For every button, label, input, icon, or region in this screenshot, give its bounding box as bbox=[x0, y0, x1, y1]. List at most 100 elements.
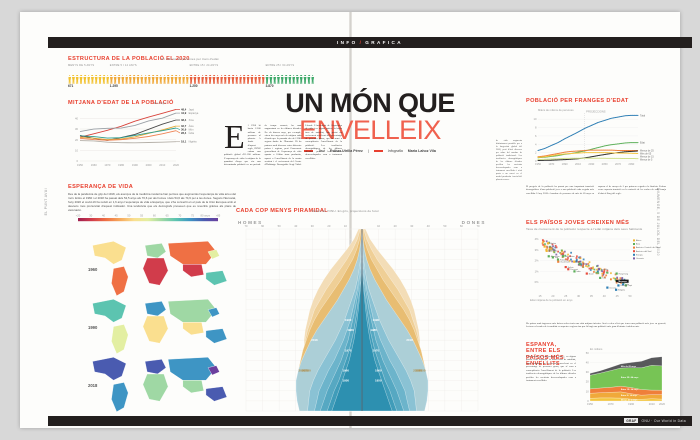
map-region bbox=[167, 357, 217, 381]
svg-text:1990: 1990 bbox=[132, 163, 138, 167]
map-region bbox=[182, 264, 205, 278]
map-region bbox=[111, 324, 129, 355]
svg-text:1950: 1950 bbox=[77, 163, 83, 167]
infographic-page: INFO / GRAFICA GRAF ONU · Our World in D… bbox=[20, 12, 692, 430]
spain-area-label: Entre 5 i 14 anys bbox=[621, 394, 638, 397]
scatter-legend-item: Àfrica bbox=[636, 239, 642, 242]
pyramid-year-label: 2050 bbox=[419, 369, 426, 373]
pictogram-figure bbox=[224, 75, 227, 85]
panel-population-pyramid: CADA COP MENYS PIRAMIDAL Dades de l'ONU.… bbox=[236, 208, 488, 430]
pictogram-figure bbox=[129, 75, 132, 85]
median-age-chart: 0 10 20 30 40 1950 1960 1970 1980 1990 2000 2010 202… bbox=[75, 107, 199, 167]
spain-title-line1: ESPANYA, ENTRE ELS bbox=[526, 342, 561, 355]
scatter-point bbox=[615, 288, 618, 291]
map-region bbox=[144, 301, 167, 317]
svg-text:4%: 4% bbox=[535, 237, 539, 241]
svg-text:60: 60 bbox=[261, 224, 264, 228]
svg-text:Espanya: Espanya bbox=[189, 112, 199, 115]
spain-body: L'increment de l'esperança de vida i, en… bbox=[526, 355, 576, 383]
pictogram-figure bbox=[125, 75, 128, 85]
panel-scatter: ELS PAÏSOS JOVES CREIXEN MÉS Taxa de cre… bbox=[526, 220, 666, 329]
svg-text:30: 30 bbox=[410, 224, 413, 228]
svg-text:2000: 2000 bbox=[146, 163, 152, 167]
scatter-point-label: Bolívia bbox=[568, 267, 575, 269]
header-label-right: GRAFICA bbox=[365, 40, 403, 45]
svg-text:2: 2 bbox=[535, 151, 537, 155]
svg-text:60: 60 bbox=[153, 214, 156, 218]
pictogram-figure bbox=[300, 75, 303, 85]
scatter-point bbox=[599, 276, 602, 279]
svg-text:65: 65 bbox=[166, 214, 169, 218]
scatter-point bbox=[578, 262, 581, 265]
pictogram-figure bbox=[296, 75, 299, 85]
age-bands-chart: Milers de milions de persones 0 2 4 6 8 10 1950… bbox=[534, 108, 655, 166]
svg-text:80 anys: 80 anys bbox=[201, 214, 211, 218]
world-map-2018: 2018 bbox=[88, 357, 228, 413]
svg-text:70: 70 bbox=[477, 224, 480, 228]
svg-text:15: 15 bbox=[539, 294, 542, 298]
map-region bbox=[111, 266, 129, 297]
pictogram-figure bbox=[190, 75, 193, 85]
svg-text:2030: 2030 bbox=[588, 162, 594, 166]
pictogram-group-value: 3.870 bbox=[265, 84, 274, 88]
pictogram-figure bbox=[186, 75, 189, 85]
svg-text:30: 30 bbox=[89, 214, 92, 218]
pictogram-figure bbox=[212, 75, 215, 85]
scatter-point bbox=[615, 272, 618, 275]
pictogram-figure bbox=[152, 75, 155, 85]
map-region bbox=[92, 299, 127, 323]
svg-text:8: 8 bbox=[535, 126, 537, 130]
scatter-point-label: Moçambic bbox=[549, 251, 558, 253]
scatter-chart: 0% 1% 2% 3% 4% 15 20 25 30 35 40 45 50 Edat mitjana d… bbox=[530, 237, 661, 302]
pictogram-figure bbox=[155, 75, 158, 85]
pictogram-group-label: MENYS DE 5 ANYS bbox=[68, 64, 95, 67]
svg-text:50: 50 bbox=[278, 224, 281, 228]
map-region bbox=[92, 357, 127, 381]
svg-text:Món: Món bbox=[189, 129, 194, 132]
age-band-series-label: Total bbox=[640, 114, 646, 117]
map-region bbox=[205, 386, 228, 402]
svg-text:2010: 2010 bbox=[649, 402, 655, 406]
svg-text:50: 50 bbox=[629, 294, 632, 298]
pyramid-label-women: DONES bbox=[461, 220, 486, 225]
pictogram-figure bbox=[284, 75, 287, 85]
map-region bbox=[167, 299, 217, 323]
pictogram-figure bbox=[87, 75, 90, 85]
map-region bbox=[144, 359, 167, 375]
panel-spain: ESPANYA, ENTRE ELS PAÏSOS MÉS ENVELLITS … bbox=[526, 342, 666, 406]
scatter-point-label: Austràlia bbox=[601, 268, 609, 271]
age-band-series-label: Menys de 5 bbox=[640, 159, 653, 162]
map-region bbox=[167, 241, 217, 265]
scatter-point bbox=[557, 260, 560, 263]
map-region bbox=[111, 382, 129, 413]
scatter-legend-item: Amèrica Central i del Nord bbox=[636, 246, 661, 249]
svg-text:25: 25 bbox=[564, 294, 567, 298]
pictogram-figure bbox=[193, 75, 196, 85]
svg-text:En milions: En milions bbox=[590, 347, 603, 351]
scatter-point-label: Ucraïna bbox=[609, 286, 617, 289]
pictogram-figure bbox=[288, 75, 291, 85]
pictos-subtitle: En milions de persones per tram d'edat bbox=[161, 57, 219, 61]
svg-text:1990: 1990 bbox=[628, 402, 634, 406]
byline: Text Esther Utrilla Pérez | Infografia M… bbox=[220, 149, 520, 153]
svg-text:35: 35 bbox=[590, 294, 593, 298]
spain-area-band bbox=[589, 356, 663, 376]
scatter-point-label: Guatemala bbox=[560, 260, 570, 263]
pictogram-figure bbox=[83, 75, 86, 85]
svg-text:45: 45 bbox=[115, 214, 118, 218]
age-band-series-label: Menys de 15 bbox=[640, 156, 654, 159]
svg-text:70: 70 bbox=[245, 224, 248, 228]
scatter-point-label: Algèria bbox=[576, 260, 583, 263]
age-bands-body: El progrés de la població ha passat per … bbox=[526, 185, 666, 195]
pictogram-figure bbox=[159, 75, 162, 85]
pyramid-title: CADA COP MENYS PIRAMIDAL bbox=[236, 208, 328, 214]
scatter-point-label: Itàlia bbox=[625, 283, 630, 286]
svg-text:2090: 2090 bbox=[628, 162, 634, 166]
svg-text:1960: 1960 bbox=[91, 163, 97, 167]
article-side-text: de vida augmenta distintament possible p… bbox=[496, 140, 522, 181]
pictogram-row bbox=[68, 73, 368, 84]
pyramid-year-label: 1970 bbox=[345, 348, 352, 352]
svg-text:1950: 1950 bbox=[535, 162, 541, 166]
pyramid-year-label: 1980 bbox=[347, 328, 354, 332]
